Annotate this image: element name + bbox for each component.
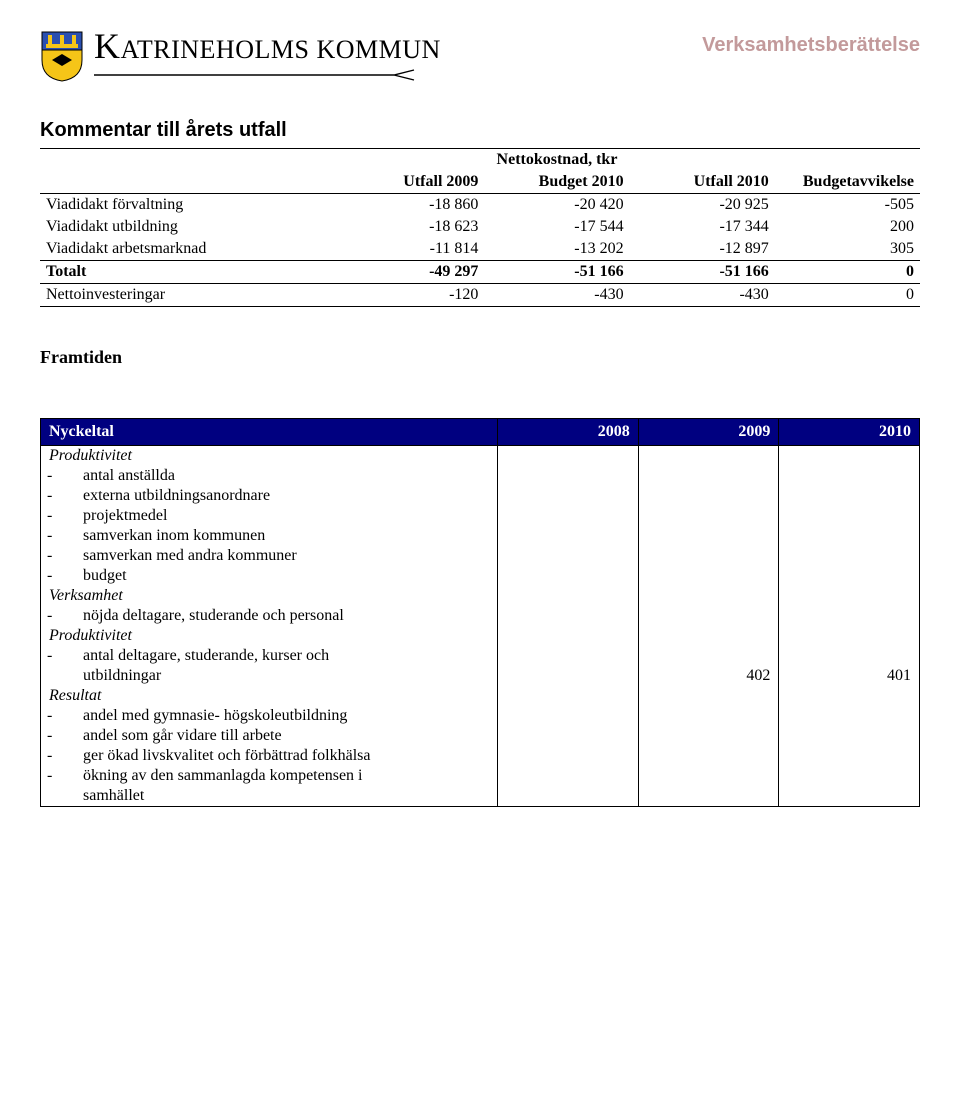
nyckeltal-item: samverkan med andra kommuner	[41, 546, 920, 566]
item-text: samverkan inom kommunen	[49, 527, 489, 545]
nyckeltal-item-cont: utbildningar 402 401	[41, 666, 920, 686]
nyckeltal-item: externa utbildningsanordnare	[41, 486, 920, 506]
nyckeltal-item-cont: samhället	[41, 786, 920, 807]
item-text: andel som går vidare till arbete	[49, 727, 489, 745]
item-text: antal deltagare, studerande, kurser och	[49, 647, 489, 665]
item-text: andel med gymnasie- högskoleutbildning	[49, 707, 489, 725]
cell: -20 420	[484, 194, 629, 217]
item-text: externa utbildningsanordnare	[49, 487, 489, 505]
cell: 0	[775, 261, 920, 284]
row-label: Totalt	[40, 261, 339, 284]
cell: -20 925	[630, 194, 775, 217]
kommentar-title: Kommentar till årets utfall	[40, 119, 920, 142]
group-heading: Produktivitet	[41, 626, 498, 646]
nyckeltal-item: andel som går vidare till arbete	[41, 726, 920, 746]
cell: -18 623	[339, 216, 484, 238]
cell: -505	[775, 194, 920, 217]
nyckeltal-header-row: Nyckeltal 2008 2009 2010	[41, 419, 920, 446]
group-heading: Resultat	[41, 686, 498, 706]
item-text-cont: samhället	[49, 787, 489, 805]
table-row: Viadidakt förvaltning -18 860 -20 420 -2…	[40, 194, 920, 217]
row-label: Nettoinvesteringar	[40, 284, 339, 307]
item-text: ger ökad livskvalitet och förbättrad fol…	[49, 747, 489, 765]
cell: 0	[775, 284, 920, 307]
nyckeltal-item: nöjda deltagare, studerande och personal	[41, 606, 920, 626]
item-text: antal anställda	[49, 467, 489, 485]
row-label: Viadidakt utbildning	[40, 216, 339, 238]
nyckeltal-group-heading: Produktivitet	[41, 446, 920, 467]
table-header-row: Utfall 2009 Budget 2010 Utfall 2010 Budg…	[40, 171, 920, 194]
table-row: Viadidakt utbildning -18 623 -17 544 -17…	[40, 216, 920, 238]
cell: -49 297	[339, 261, 484, 284]
cell	[498, 666, 639, 686]
cell: -430	[484, 284, 629, 307]
org-name: KATRINEHOLMS KOMMUN	[94, 28, 441, 83]
org-logo-block: KATRINEHOLMS KOMMUN	[40, 28, 441, 83]
cell: -17 344	[630, 216, 775, 238]
nyckeltal-table: Nyckeltal 2008 2009 2010 Produktivitet a…	[40, 418, 920, 807]
cell: -11 814	[339, 238, 484, 261]
org-name-text: KATRINEHOLMS KOMMUN	[94, 28, 441, 64]
nyckeltal-col-2009: 2009	[638, 419, 779, 446]
nyckeltal-col-2008: 2008	[498, 419, 639, 446]
item-text: ökning av den sammanlagda kompetensen i	[49, 767, 489, 785]
cell: -17 544	[484, 216, 629, 238]
col-utfall-2010: Utfall 2010	[630, 171, 775, 194]
framtiden-title: Framtiden	[40, 347, 920, 368]
super-header: Nettokostnad, tkr	[484, 149, 629, 172]
table-super-header-row: Nettokostnad, tkr	[40, 149, 920, 172]
document-type-label: Verksamhetsberättelse	[702, 34, 920, 57]
nyckeltal-item: antal deltagare, studerande, kurser och	[41, 646, 920, 666]
row-label: Viadidakt arbetsmarknad	[40, 238, 339, 261]
nyckeltal-item: ger ökad livskvalitet och förbättrad fol…	[41, 746, 920, 766]
item-text: projektmedel	[49, 507, 489, 525]
group-heading: Produktivitet	[41, 446, 498, 467]
nyckeltal-col-2010: 2010	[779, 419, 920, 446]
table-total-row: Totalt -49 297 -51 166 -51 166 0	[40, 261, 920, 284]
item-text: budget	[49, 567, 489, 585]
cell: 402	[638, 666, 779, 686]
col-budget-2010: Budget 2010	[484, 171, 629, 194]
nyckeltal-item: andel med gymnasie- högskoleutbildning	[41, 706, 920, 726]
nyckeltal-item: budget	[41, 566, 920, 586]
cell: -13 202	[484, 238, 629, 261]
nyckeltal-item: ökning av den sammanlagda kompetensen i	[41, 766, 920, 786]
nyckeltal-col-label: Nyckeltal	[41, 419, 498, 446]
item-text: samverkan med andra kommuner	[49, 547, 489, 565]
nyckeltal-item: projektmedel	[41, 506, 920, 526]
nyckeltal-group-heading: Verksamhet	[41, 586, 920, 606]
group-heading: Verksamhet	[41, 586, 498, 606]
col-blank	[40, 171, 339, 194]
nyckeltal-item: antal anställda	[41, 466, 920, 486]
municipal-crest-icon	[40, 30, 84, 82]
cell: -51 166	[630, 261, 775, 284]
col-utfall-2009: Utfall 2009	[339, 171, 484, 194]
table-row: Viadidakt arbetsmarknad -11 814 -13 202 …	[40, 238, 920, 261]
cell: -18 860	[339, 194, 484, 217]
underline-flourish-icon	[94, 69, 424, 83]
item-text-cont: utbildningar	[49, 667, 489, 685]
item-text: nöjda deltagare, studerande och personal	[49, 607, 489, 625]
nyckeltal-item: samverkan inom kommunen	[41, 526, 920, 546]
table-netto-row: Nettoinvesteringar -120 -430 -430 0	[40, 284, 920, 307]
page-header: KATRINEHOLMS KOMMUN Verksamhetsberättels…	[40, 28, 920, 83]
row-label: Viadidakt förvaltning	[40, 194, 339, 217]
cell: -51 166	[484, 261, 629, 284]
col-budgetavvikelse: Budgetavvikelse	[775, 171, 920, 194]
cell: 401	[779, 666, 920, 686]
nyckeltal-group-heading: Resultat	[41, 686, 920, 706]
cell: -120	[339, 284, 484, 307]
nettokostnad-table: Nettokostnad, tkr Utfall 2009 Budget 201…	[40, 148, 920, 307]
nyckeltal-group-heading: Produktivitet	[41, 626, 920, 646]
cell: -12 897	[630, 238, 775, 261]
cell: 305	[775, 238, 920, 261]
cell: 200	[775, 216, 920, 238]
cell: -430	[630, 284, 775, 307]
